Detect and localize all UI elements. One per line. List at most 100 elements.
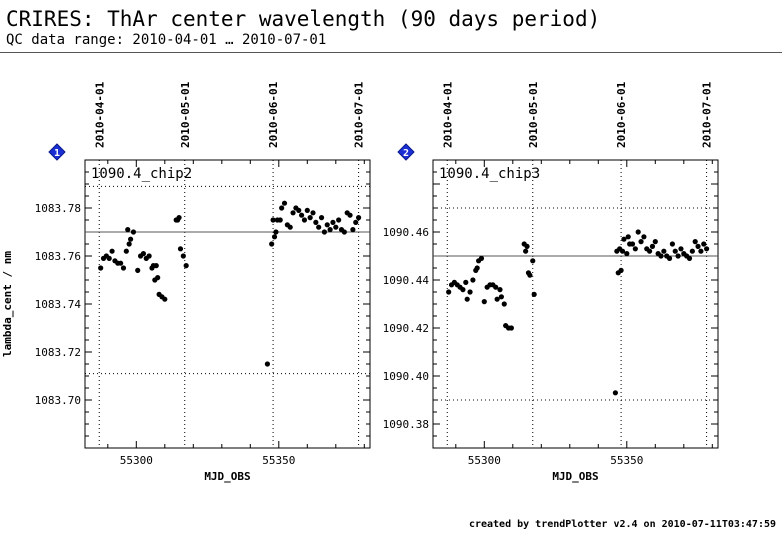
data-point (698, 248, 704, 254)
data-point (474, 265, 480, 271)
data-point (523, 248, 529, 254)
data-point (299, 212, 305, 218)
y-tick-label: 1090.46 (383, 226, 429, 239)
data-point (118, 260, 124, 266)
data-point (318, 215, 325, 221)
data-point (313, 219, 319, 225)
data-point (463, 279, 469, 285)
data-point (301, 217, 308, 223)
panel-badge-icon (397, 143, 415, 161)
panel-badge-icon (48, 143, 66, 161)
data-point (467, 289, 473, 295)
data-point (287, 224, 293, 230)
data-point (481, 299, 487, 305)
data-point (307, 215, 313, 221)
data-point (658, 253, 664, 259)
data-point (296, 207, 302, 213)
data-point (508, 325, 514, 331)
data-point (356, 215, 362, 221)
data-point (470, 277, 476, 283)
data-point (649, 243, 656, 249)
data-point (625, 234, 631, 240)
data-point (135, 267, 141, 273)
data-point (478, 255, 485, 261)
data-point (176, 215, 182, 221)
date-tick-label: 2010-04-01 (93, 81, 106, 148)
data-point (330, 219, 336, 225)
data-point (652, 239, 658, 245)
x-tick-label: 55350 (610, 454, 643, 467)
date-tick-label: 2010-05-01 (179, 81, 192, 148)
data-point (464, 296, 470, 302)
page-title: CRIRES: ThAr center wavelength (90 days … (6, 7, 601, 31)
x-axis-label: MJD_OBS (552, 470, 598, 483)
data-point (695, 243, 701, 249)
data-point (321, 229, 327, 235)
data-point (678, 246, 684, 252)
data-point (689, 248, 695, 254)
panel-badge-number: 2 (403, 148, 409, 159)
data-point (183, 263, 189, 269)
plot-frame (84, 159, 371, 449)
y-tick-label: 1083.70 (35, 394, 81, 407)
data-point (327, 227, 333, 233)
data-point (661, 248, 667, 254)
data-point (524, 243, 530, 249)
data-point (494, 296, 500, 302)
data-point (290, 210, 296, 216)
data-point (177, 246, 184, 252)
y-axis-label: lambda_cent / nm (1, 251, 14, 357)
y-tick-label: 1083.76 (35, 250, 81, 263)
panel-badge-number: 1 (54, 148, 60, 159)
data-point (281, 200, 288, 206)
plot-frame (432, 159, 719, 449)
data-point (669, 241, 676, 247)
x-tick-label: 55300 (468, 454, 501, 467)
data-point (704, 246, 710, 252)
data-point (501, 301, 507, 307)
y-tick-label: 1090.40 (383, 370, 429, 383)
date-tick-label: 2010-04-01 (441, 81, 454, 148)
data-point (180, 253, 186, 259)
data-point (316, 224, 322, 230)
data-point (647, 248, 653, 254)
y-tick-label: 1083.74 (35, 298, 82, 311)
data-point (530, 258, 536, 264)
data-point (324, 222, 330, 228)
y-tick-label: 1083.72 (35, 346, 81, 359)
data-point (269, 241, 275, 247)
data-point (632, 246, 638, 252)
data-point (498, 294, 504, 300)
date-tick-label: 2010-06-01 (615, 81, 628, 148)
data-point (106, 255, 112, 261)
data-point (347, 212, 353, 218)
data-point (350, 227, 356, 233)
data-point (692, 239, 698, 245)
data-point (277, 217, 283, 223)
data-point (123, 248, 129, 254)
data-point (531, 291, 537, 297)
data-point (264, 361, 270, 367)
data-point (618, 267, 624, 273)
date-tick-label: 2010-06-01 (267, 81, 280, 148)
data-point (310, 210, 316, 216)
panel-title: 1090.4_chip2 (91, 166, 192, 182)
data-point (271, 234, 278, 240)
data-point (130, 229, 137, 235)
data-point (638, 239, 644, 245)
y-tick-label: 1083.78 (35, 202, 81, 215)
data-point (460, 287, 466, 293)
data-point (341, 229, 347, 235)
date-tick-label: 2010-05-01 (527, 81, 540, 148)
data-point (153, 263, 159, 269)
data-point (140, 251, 147, 257)
footer-credit: created by trendPlotter v2.4 on 2010-07-… (468, 519, 776, 530)
data-point (701, 241, 707, 247)
data-point (98, 265, 104, 271)
date-tick-label: 2010-07-01 (701, 81, 714, 148)
data-point (336, 217, 342, 223)
y-tick-label: 1090.44 (383, 274, 430, 287)
header-divider (0, 52, 782, 53)
data-point (270, 217, 276, 223)
